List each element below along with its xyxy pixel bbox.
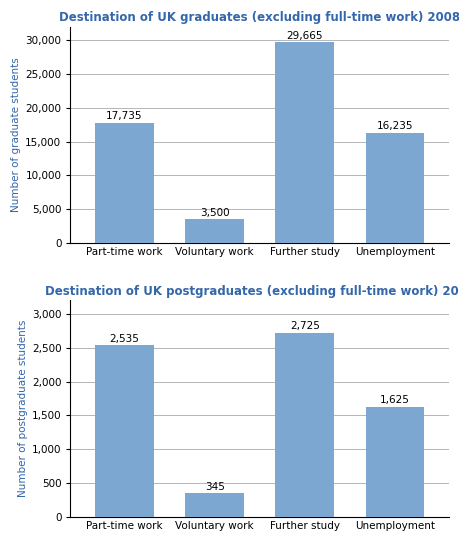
Title: Destination of UK postgraduates (excluding full-time work) 2008: Destination of UK postgraduates (excludi…	[45, 285, 459, 298]
Bar	[185, 220, 243, 243]
Text: 2,725: 2,725	[289, 321, 319, 331]
Bar	[275, 42, 333, 243]
Title: Destination of UK graduates (excluding full-time work) 2008: Destination of UK graduates (excluding f…	[59, 11, 459, 24]
Bar	[95, 345, 153, 517]
Bar	[95, 123, 153, 243]
Bar	[365, 407, 423, 517]
Y-axis label: Number of postgraduate students: Number of postgraduate students	[17, 320, 28, 497]
Text: 1,625: 1,625	[379, 395, 409, 405]
Text: 16,235: 16,235	[376, 121, 412, 132]
Text: 29,665: 29,665	[286, 31, 322, 41]
Text: 345: 345	[204, 482, 224, 492]
Y-axis label: Number of graduate students: Number of graduate students	[11, 57, 21, 212]
Bar	[365, 133, 423, 243]
Bar	[275, 333, 333, 517]
Text: 3,500: 3,500	[199, 208, 229, 217]
Text: 17,735: 17,735	[106, 111, 142, 121]
Bar	[185, 493, 243, 517]
Text: 2,535: 2,535	[109, 334, 139, 344]
